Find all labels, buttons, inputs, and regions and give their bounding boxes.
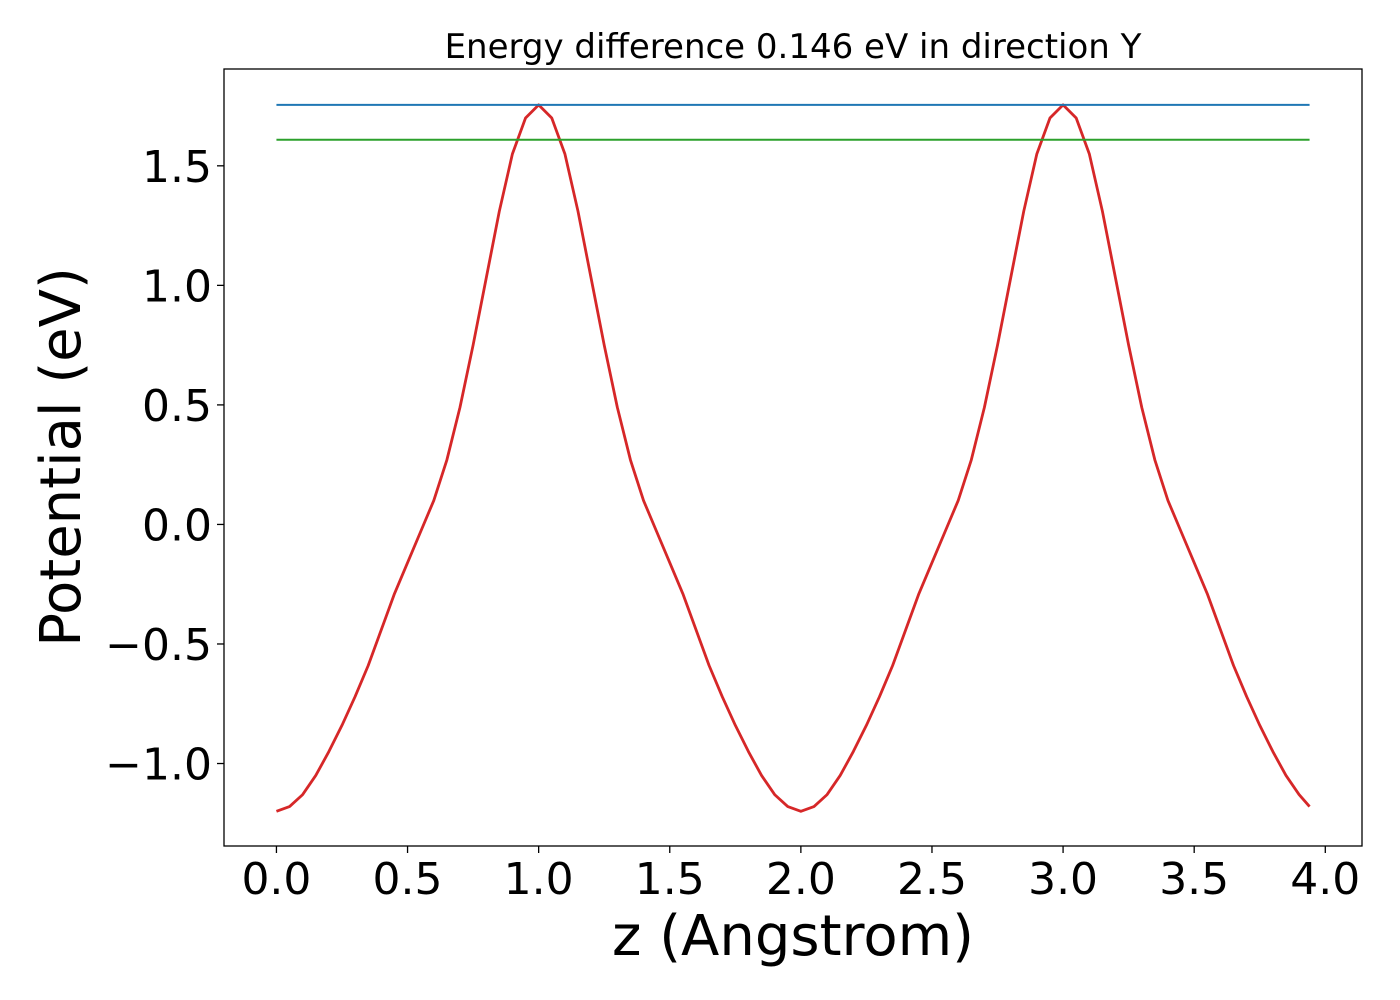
x-tick-label: 4.0 xyxy=(1290,854,1360,905)
y-tick-label: −1.0 xyxy=(105,740,212,791)
x-tick-label: 3.5 xyxy=(1159,854,1229,905)
y-axis-label: Potential (eV) xyxy=(29,267,94,647)
series-line-1 xyxy=(275,103,1311,813)
x-tick-label: 0.5 xyxy=(373,854,443,905)
y-tick-label: 0.5 xyxy=(142,381,212,432)
x-tick-label: 3.0 xyxy=(1028,854,1098,905)
chart-title: Energy difference 0.146 eV in direction … xyxy=(445,27,1142,67)
y-axis: −1.0 −0.5 0.0 0.5 1.0 1.5 xyxy=(105,142,224,791)
y-tick-label: 1.5 xyxy=(142,142,212,193)
y-tick-label: 1.0 xyxy=(142,261,212,312)
x-tick-label: 0.0 xyxy=(241,854,311,905)
x-axis: 0.0 0.5 1.0 1.5 2.0 2.5 3.0 3.5 4.0 xyxy=(241,846,1360,905)
plot-frame xyxy=(223,68,1363,847)
series-layer xyxy=(275,103,1311,813)
y-tick-label: 0.0 xyxy=(142,500,212,551)
y-tick-label: −0.5 xyxy=(105,620,212,671)
x-tick-label: 1.0 xyxy=(504,854,574,905)
x-tick-label: 1.5 xyxy=(635,854,705,905)
x-tick-label: 2.5 xyxy=(897,854,967,905)
x-tick-label: 2.0 xyxy=(766,854,836,905)
x-axis-label: z (Angstrom) xyxy=(612,904,974,969)
